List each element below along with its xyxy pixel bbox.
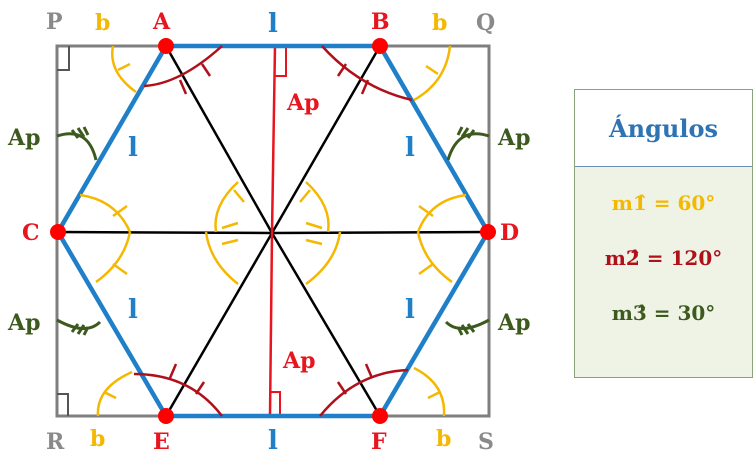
angle-2-value: m2̂ = 120° <box>604 246 723 270</box>
label-e: E <box>153 429 170 455</box>
vertex-half-angle-arcs <box>79 45 467 417</box>
label-b-top-left: b <box>95 10 110 36</box>
label-ap-right-bottom: Ap <box>497 310 530 336</box>
label-c: C <box>22 220 40 246</box>
vertex-c <box>50 224 66 240</box>
angle-1-value: m1̂ = 60° <box>611 191 716 215</box>
label-p: P <box>46 9 63 35</box>
label-ap-left-top: Ap <box>7 125 40 151</box>
vertices <box>50 38 496 424</box>
label-ap-left-bottom: Ap <box>7 310 40 336</box>
label-ap-top: Ap <box>286 90 319 116</box>
label-side-lower-left: l <box>128 295 138 325</box>
vertex-e <box>158 408 174 424</box>
label-ap-bottom: Ap <box>282 348 315 374</box>
right-angle-mark-p <box>57 46 70 71</box>
label-side-lower-right: l <box>405 295 415 325</box>
vertex-b <box>372 38 388 54</box>
label-b-top-right: b <box>432 10 447 36</box>
panel-title: Ángulos <box>575 90 752 167</box>
label-s: S <box>478 429 494 455</box>
label-f: F <box>371 429 387 455</box>
label-b: B <box>371 9 390 35</box>
right-angle-mark-r <box>57 393 69 416</box>
label-side-top: l <box>268 9 278 39</box>
central-angle-arcs <box>204 181 342 286</box>
radii <box>57 45 489 417</box>
label-q: Q <box>476 10 495 36</box>
label-side-upper-left: l <box>128 133 138 163</box>
vertex-d <box>480 224 496 240</box>
apothem-bottom <box>268 232 274 417</box>
corner-angle-arcs-green <box>56 126 490 336</box>
label-a: A <box>152 9 171 35</box>
label-ap-right-top: Ap <box>497 125 530 151</box>
vertex-f <box>372 408 388 424</box>
label-side-upper-right: l <box>405 133 415 163</box>
angle-3-value: m3̂ = 30° <box>611 301 716 325</box>
apothem-top-right-angle <box>275 46 287 77</box>
apothem-bottom-right-angle <box>270 391 281 416</box>
angles-panel: Ángulos m1̂ = 60° m2̂ = 120° m3̂ = 30° <box>574 89 753 378</box>
vertex-angle-arcs-red <box>133 45 413 417</box>
apothem-top <box>270 45 277 234</box>
vertex-a <box>158 38 174 54</box>
label-side-bottom: l <box>268 426 278 456</box>
label-r: R <box>46 429 65 455</box>
label-b-bottom-left: b <box>90 426 105 452</box>
label-d: D <box>500 220 519 246</box>
label-b-bottom-right: b <box>436 426 451 452</box>
